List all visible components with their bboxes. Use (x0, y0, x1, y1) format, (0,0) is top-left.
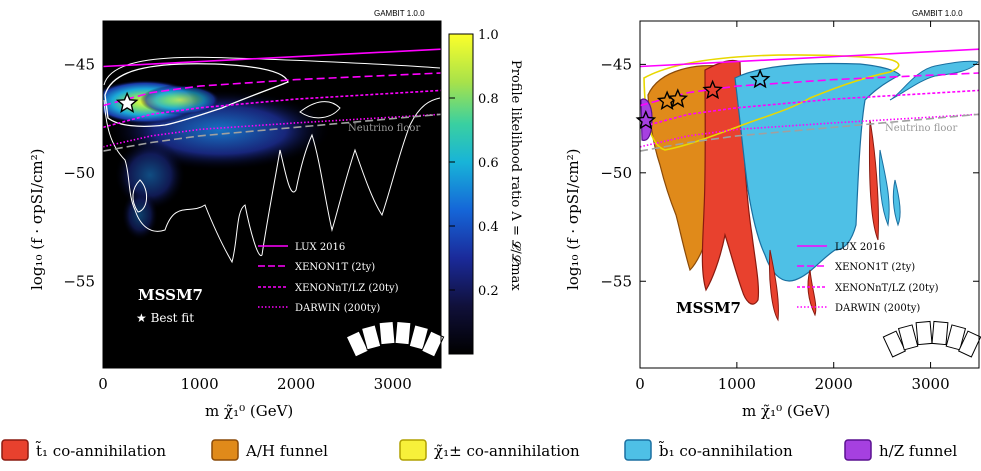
legend-swatch (845, 440, 871, 460)
colorbar-tick-label: 0.4 (478, 220, 499, 235)
left-watermark: GAMBIT 1.0.0 (374, 9, 425, 18)
right-ylabel: log₁₀ (f · σpSI/cm²) (564, 148, 582, 290)
right-legend-1: XENON1T (2ty) (835, 262, 915, 273)
legend-swatch (212, 440, 238, 460)
colorbar-label: Profile likelihood ratio Λ = 𝓛/𝓛max (508, 60, 523, 291)
legend-label: b̃₁ co-annihilation (658, 441, 793, 460)
legend-label: χ̃₁± co-annihilation (434, 442, 580, 460)
legend-swatch (400, 440, 426, 460)
ytick-label: −45 (600, 55, 632, 73)
legend-label: h/Z funnel (879, 442, 957, 460)
colorbar-tick-label: 1.0 (478, 28, 499, 43)
ytick-label: −45 (63, 55, 95, 73)
legend-swatch (2, 440, 28, 460)
left-legend-0: LUX 2016 (295, 242, 345, 253)
xtick-label: 2000 (815, 375, 853, 393)
left-legend-1: XENON1T (2ty) (295, 262, 375, 273)
ytick-label: −50 (63, 164, 95, 182)
left-xlabel: m χ̃₁⁰ (GeV) (205, 402, 293, 420)
right-panel: Neutrino floor GAMBIT 1.0.0 MSSM7 LUX 20… (637, 9, 980, 368)
left-ylabel: log₁₀ (f · σpSI/cm²) (28, 148, 46, 290)
left-model-label: MSSM7 (138, 286, 203, 304)
xtick-label: 3000 (374, 375, 412, 393)
legend-swatch (625, 440, 651, 460)
legend-label: A/H funnel (245, 442, 328, 460)
bottom-legend: t̃₁ co-annihilation A/H funnel χ̃₁± co-ann… (2, 440, 957, 460)
ytick-label: −55 (63, 272, 95, 290)
right-watermark: GAMBIT 1.0.0 (912, 9, 963, 18)
right-model-label: MSSM7 (676, 299, 741, 317)
xtick-label: 0 (635, 375, 645, 393)
right-legend-2: XENONnT/LZ (20ty) (835, 283, 939, 294)
xtick-label: 3000 (911, 375, 949, 393)
right-legend-3: DARWIN (200ty) (835, 303, 920, 314)
colorbar-tick-label: 0.6 (478, 156, 499, 171)
left-legend-3: DARWIN (200ty) (295, 303, 380, 314)
colorbar-tick-label: 0.8 (478, 92, 499, 107)
right-legend-0: LUX 2016 (835, 242, 885, 253)
ytick-label: −50 (600, 164, 632, 182)
xtick-label: 1000 (718, 375, 756, 393)
left-best-fit-label: ★ Best fit (136, 311, 194, 325)
colorbar-tick-label: 0.2 (478, 284, 499, 299)
ytick-label: −55 (600, 272, 632, 290)
left-legend-2: XENONnT/LZ (20ty) (295, 283, 399, 294)
colorbar: 1.0 0.8 0.6 0.4 0.2 Profile likelihood ratio… (449, 28, 523, 354)
xtick-label: 1000 (180, 375, 218, 393)
right-neutrino-floor-label: Neutrino floor (885, 123, 957, 134)
xtick-label: 0 (98, 375, 108, 393)
right-xlabel: m χ̃₁⁰ (GeV) (742, 402, 830, 420)
left-neutrino-floor-label: Neutrino floor (348, 123, 420, 134)
xtick-label: 2000 (277, 375, 315, 393)
legend-label: t̃₁ co-annihilation (35, 441, 166, 460)
left-panel: Neutrino floor GAMBIT 1.0.0 MSSM7 ★ Best… (90, 9, 444, 368)
colorbar-gradient (449, 34, 473, 354)
